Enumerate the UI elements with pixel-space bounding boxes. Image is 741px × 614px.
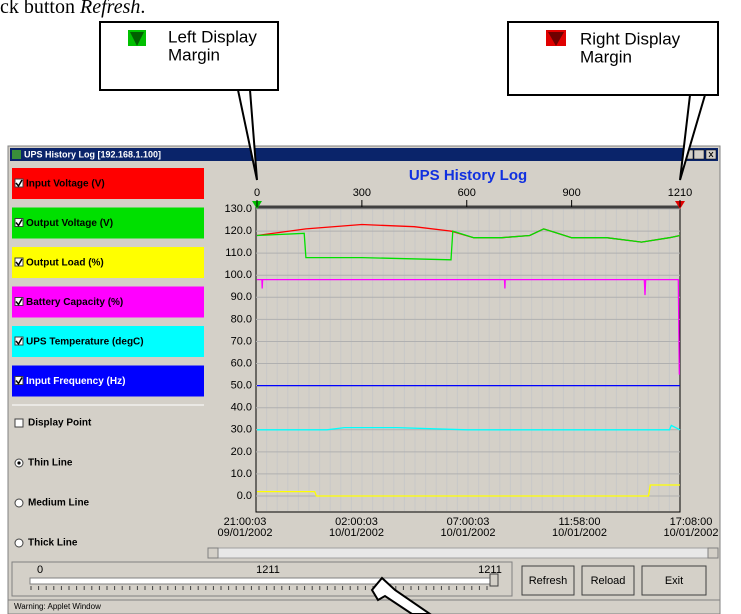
date-label: 10/01/2002 bbox=[329, 527, 384, 539]
window-title: UPS History Log [192.168.1.100] bbox=[24, 149, 161, 159]
y-tick-label: 100.0 bbox=[224, 269, 252, 281]
series-label: Output Load (%) bbox=[26, 258, 104, 269]
status-text: Warning: Applet Window bbox=[14, 602, 101, 611]
series-label: Input Frequency (Hz) bbox=[26, 376, 125, 387]
y-tick-label: 40.0 bbox=[231, 402, 252, 414]
radio[interactable] bbox=[15, 499, 23, 507]
series-label: UPS Temperature (degC) bbox=[26, 337, 144, 348]
slider-track[interactable] bbox=[30, 578, 490, 584]
radio-dot bbox=[17, 461, 20, 464]
callout-text: Right Display bbox=[580, 29, 681, 48]
window-icon bbox=[12, 150, 21, 159]
x-tick-label: 900 bbox=[562, 187, 580, 199]
x-tick-label: 300 bbox=[353, 187, 371, 199]
caption-text: . bbox=[140, 0, 145, 18]
x-tick-label: 600 bbox=[458, 187, 476, 199]
y-tick-label: 80.0 bbox=[231, 313, 252, 325]
slider-min: 0 bbox=[37, 564, 43, 576]
slider-max: 1211 bbox=[478, 564, 502, 576]
x-tick-label: 1210 bbox=[668, 187, 692, 199]
line-option: Display Point bbox=[28, 418, 92, 429]
chart-panel bbox=[208, 163, 718, 548]
callout-text: Margin bbox=[580, 47, 632, 66]
line-option: Thin Line bbox=[28, 458, 73, 469]
date-label: 10/01/2002 bbox=[663, 527, 718, 539]
scrollbar[interactable] bbox=[208, 548, 718, 558]
y-tick-label: 110.0 bbox=[225, 247, 252, 259]
caption-text: ck button bbox=[0, 0, 80, 18]
date-label: 10/01/2002 bbox=[552, 527, 607, 539]
button-label[interactable]: Refresh bbox=[529, 575, 568, 587]
y-tick-label: 60.0 bbox=[231, 357, 252, 369]
y-tick-label: 70.0 bbox=[231, 335, 252, 347]
slider-value: 1211 bbox=[256, 564, 280, 576]
caption-emphasis: Refresh bbox=[79, 0, 140, 18]
y-tick-label: 30.0 bbox=[231, 424, 252, 436]
series-label: Output Voltage (V) bbox=[26, 218, 113, 229]
caption: ck button Refresh. bbox=[0, 0, 145, 18]
y-tick-label: 130.0 bbox=[224, 203, 252, 215]
y-tick-label: 50.0 bbox=[231, 380, 252, 392]
line-option: Thick Line bbox=[28, 538, 78, 549]
screenshot: ck button Refresh. UPS History Log [192.… bbox=[0, 0, 741, 614]
y-tick-label: 0.0 bbox=[237, 490, 252, 502]
series-label: Battery Capacity (%) bbox=[26, 297, 123, 308]
button-label[interactable]: Reload bbox=[591, 575, 626, 587]
callout-text: Left Display bbox=[168, 27, 257, 46]
slider-ticks bbox=[31, 586, 487, 590]
x-tick-label: 0 bbox=[254, 187, 260, 199]
buttons: Refresh Reload Exit bbox=[522, 566, 706, 595]
scroll-right[interactable] bbox=[708, 548, 718, 558]
scroll-left[interactable] bbox=[208, 548, 218, 558]
checkbox[interactable] bbox=[15, 419, 23, 427]
chart-title: UPS History Log bbox=[409, 167, 527, 184]
y-tick-label: 20.0 bbox=[231, 446, 252, 458]
date-label: 10/01/2002 bbox=[440, 527, 495, 539]
y-tick-label: 90.0 bbox=[231, 291, 252, 303]
status-bar bbox=[8, 600, 720, 614]
date-label: 09/01/2002 bbox=[217, 527, 272, 539]
callout-text: Margin bbox=[168, 45, 220, 64]
maximize-button[interactable] bbox=[694, 150, 704, 159]
line-option: Medium Line bbox=[28, 498, 90, 509]
button-label[interactable]: Exit bbox=[665, 575, 683, 587]
y-tick-label: 120.0 bbox=[224, 225, 252, 237]
series-label: Input Voltage (V) bbox=[26, 179, 105, 190]
y-tick-label: 10.0 bbox=[231, 468, 252, 480]
radio[interactable] bbox=[15, 539, 23, 547]
